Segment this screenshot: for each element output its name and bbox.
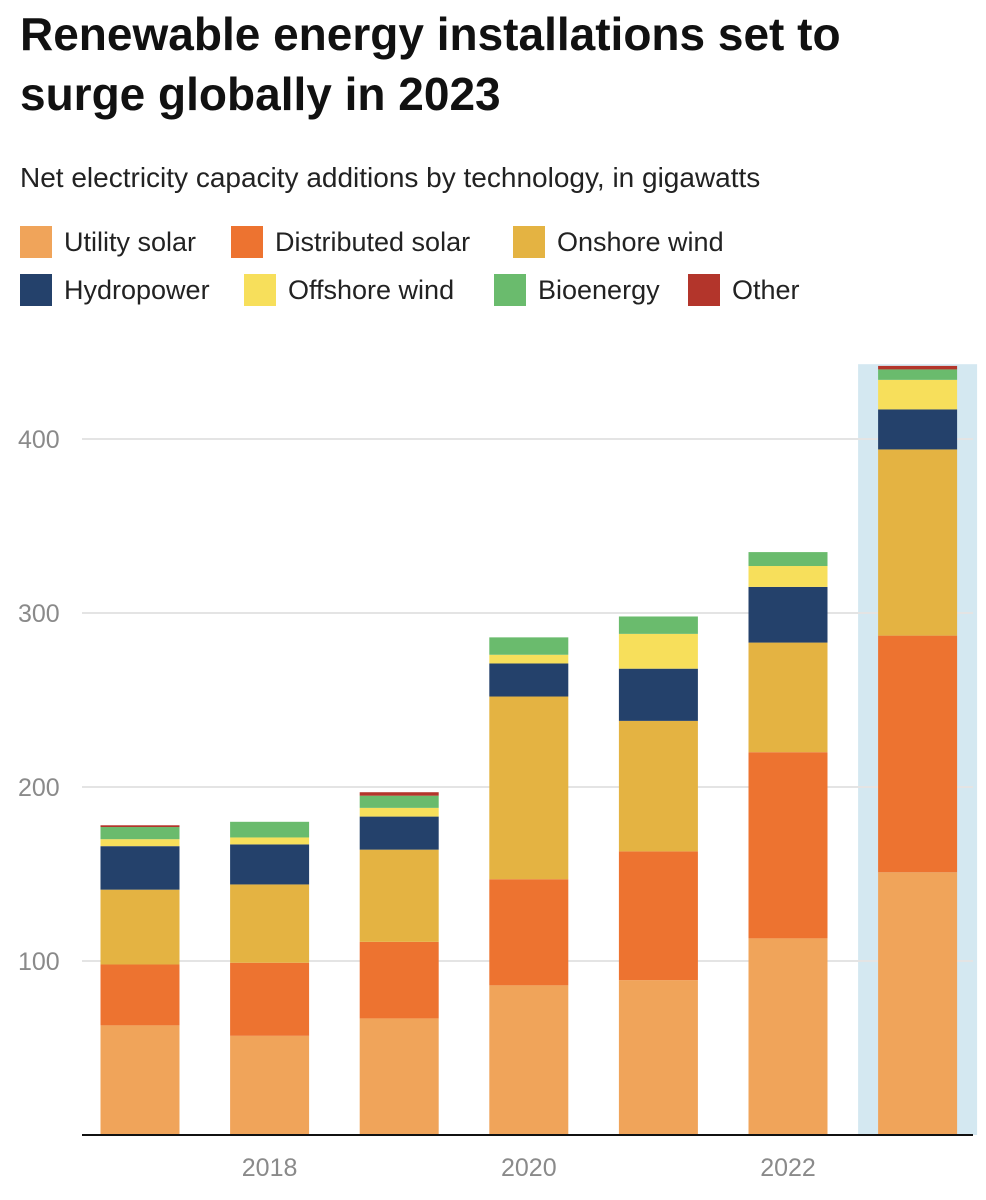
stacked-bar-chart: 100 200 300 400 2018 2020 2022 xyxy=(18,364,978,1182)
legend-label: Utility solar xyxy=(64,226,197,257)
legend-label: Bioenergy xyxy=(538,274,660,305)
bar-segment xyxy=(618,980,698,1135)
bar-segment xyxy=(100,825,180,828)
bar-segment xyxy=(230,844,310,885)
bar-segment xyxy=(748,938,828,1135)
bar-segment xyxy=(878,369,958,380)
bar-segment xyxy=(100,889,180,965)
bar-segment xyxy=(878,365,958,370)
bar-segment xyxy=(618,668,698,721)
bar-segment xyxy=(359,795,439,808)
legend-swatch xyxy=(688,274,720,306)
legend-label: Offshore wind xyxy=(288,274,455,305)
bar-segment xyxy=(748,586,828,643)
legend-swatch xyxy=(20,274,52,306)
x-tick-label: 2020 xyxy=(501,1154,557,1182)
legend-swatch xyxy=(513,226,545,258)
legend-item-utility-solar: Utility solar xyxy=(20,222,196,262)
bar-segment xyxy=(359,1018,439,1135)
bar-segment xyxy=(489,654,569,664)
y-tick-label: 100 xyxy=(18,948,60,976)
y-tick-label: 200 xyxy=(18,774,60,802)
legend-item-offshore-wind: Offshore wind xyxy=(244,270,454,310)
bar-segment xyxy=(489,663,569,697)
legend-label: Onshore wind xyxy=(557,226,724,257)
legend-item-onshore-wind: Onshore wind xyxy=(513,222,724,262)
bar-segment xyxy=(878,379,958,410)
legend-item-distributed-solar: Distributed solar xyxy=(231,222,470,262)
bar-segment xyxy=(100,964,180,1026)
bar-segment xyxy=(359,941,439,1019)
bar-segment xyxy=(100,846,180,890)
bar-segment xyxy=(359,807,439,817)
bar-segment xyxy=(230,821,310,838)
legend-label: Distributed solar xyxy=(275,226,471,257)
y-tick-label: 300 xyxy=(18,600,60,628)
bar-segment xyxy=(489,985,569,1135)
bar-segment xyxy=(878,449,958,636)
bar-segment xyxy=(100,1025,180,1135)
chart-subtitle: Net electricity capacity additions by te… xyxy=(20,162,761,193)
bar-segment xyxy=(100,827,180,840)
bar-segment xyxy=(618,633,698,669)
bar-segment xyxy=(878,635,958,873)
legend-item-other: Other xyxy=(688,270,800,310)
legend-swatch xyxy=(244,274,276,306)
bar-segment xyxy=(618,720,698,852)
legend-swatch xyxy=(20,226,52,258)
bar-segment xyxy=(359,849,439,942)
bar-segment xyxy=(618,616,698,634)
axes: 100 200 300 400 2018 2020 2022 xyxy=(18,426,973,1182)
bar-segment xyxy=(230,884,310,963)
bar-segment xyxy=(230,1035,310,1135)
x-tick-label: 2022 xyxy=(760,1154,816,1182)
bar-segment xyxy=(748,566,828,587)
chart-title: Renewable energy installations set to su… xyxy=(20,8,841,120)
legend-item-bioenergy: Bioenergy xyxy=(494,270,660,310)
legend-label: Hydropower xyxy=(64,274,210,305)
bar-segment xyxy=(748,552,828,567)
bar-segment xyxy=(489,879,569,986)
x-tick-label: 2018 xyxy=(242,1154,298,1182)
y-tick-label: 400 xyxy=(18,426,60,454)
legend-item-hydropower: Hydropower xyxy=(20,270,210,310)
legend-swatch xyxy=(494,274,526,306)
bar-segment xyxy=(359,792,439,796)
legend-swatch xyxy=(231,226,263,258)
bar-segment xyxy=(878,409,958,450)
legend-label: Other xyxy=(732,274,800,305)
bars xyxy=(100,365,958,1135)
bar-segment xyxy=(489,637,569,655)
bar-segment xyxy=(359,816,439,850)
bar-segment xyxy=(748,752,828,939)
bar-segment xyxy=(230,962,310,1036)
bar-segment xyxy=(100,839,180,847)
bar-segment xyxy=(230,837,310,845)
bar-segment xyxy=(748,642,828,753)
bar-segment xyxy=(489,696,569,880)
bar-segment xyxy=(618,851,698,981)
bar-segment xyxy=(878,872,958,1135)
